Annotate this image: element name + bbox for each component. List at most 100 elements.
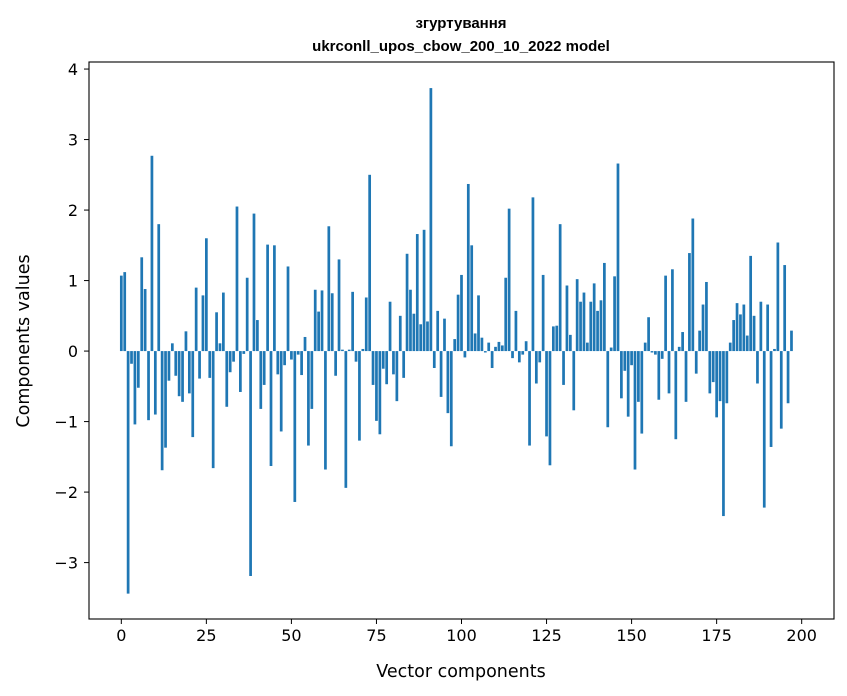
bar <box>623 351 627 371</box>
bar <box>177 351 181 397</box>
bar <box>239 351 242 392</box>
x-tick-label: 175 <box>701 626 732 645</box>
bar <box>756 351 759 384</box>
bar <box>541 274 545 352</box>
bar <box>215 312 218 352</box>
bar <box>290 351 293 360</box>
bar <box>511 351 514 359</box>
bar <box>579 301 582 352</box>
x-tick-label: 125 <box>531 626 562 645</box>
bar <box>371 351 375 385</box>
bar <box>735 303 739 352</box>
bar <box>684 351 688 402</box>
bar <box>463 351 467 358</box>
bar <box>119 275 123 352</box>
bar <box>395 351 399 402</box>
bar <box>569 334 572 352</box>
bar <box>225 351 229 407</box>
bar <box>534 351 538 384</box>
bar <box>739 314 742 352</box>
bar <box>443 318 446 352</box>
bar <box>718 351 722 402</box>
bar <box>650 351 654 353</box>
bar <box>603 262 606 352</box>
bar <box>446 351 450 414</box>
bar <box>572 351 576 411</box>
y-tick-label: 0 <box>68 342 78 361</box>
bar <box>773 348 776 352</box>
bar <box>259 351 263 409</box>
bar <box>334 351 337 376</box>
bar <box>480 337 484 352</box>
bar <box>310 351 314 409</box>
bar <box>273 245 276 352</box>
bar <box>201 295 205 352</box>
bar <box>205 238 208 352</box>
bar <box>136 351 140 388</box>
bar <box>266 244 269 352</box>
bar <box>344 351 348 488</box>
bar <box>711 351 715 383</box>
bar <box>752 315 756 352</box>
bar <box>140 257 144 352</box>
bar <box>160 351 164 471</box>
bar <box>279 351 283 432</box>
bar <box>276 351 280 375</box>
bar <box>439 351 443 397</box>
x-tick-label: 50 <box>281 626 301 645</box>
bar <box>762 351 766 508</box>
bar <box>324 351 327 470</box>
bar <box>688 253 691 352</box>
bar <box>664 275 667 352</box>
bar <box>429 88 433 352</box>
bar <box>300 351 303 376</box>
bar <box>691 218 695 352</box>
bar <box>507 208 511 352</box>
y-tick-label: 2 <box>68 201 78 220</box>
bar <box>432 351 436 368</box>
bar <box>364 297 368 352</box>
bar <box>558 224 562 352</box>
bar <box>133 351 137 425</box>
bar <box>517 351 521 363</box>
bar <box>245 277 249 352</box>
bar <box>524 341 528 352</box>
bar <box>123 272 127 352</box>
bar <box>327 226 331 352</box>
bar <box>419 324 423 352</box>
bar <box>256 320 259 352</box>
bar <box>187 351 191 394</box>
bar <box>575 279 579 352</box>
bar <box>164 351 167 448</box>
bar <box>436 310 440 352</box>
bar <box>249 351 252 576</box>
bar <box>531 197 535 352</box>
bar <box>313 289 317 352</box>
x-tick-label: 100 <box>446 626 477 645</box>
bar <box>708 351 712 394</box>
bars-group <box>119 88 793 594</box>
x-tick-label: 0 <box>116 626 126 645</box>
bar <box>497 341 501 352</box>
bar <box>269 351 273 467</box>
bar <box>405 253 409 352</box>
bar <box>381 351 385 369</box>
bar <box>412 313 416 352</box>
bar <box>494 346 497 352</box>
y-tick-label: −2 <box>54 483 78 502</box>
bar <box>582 292 586 352</box>
bar <box>640 351 644 434</box>
bar <box>181 351 184 402</box>
bar <box>286 266 290 352</box>
bar <box>330 293 334 352</box>
bar <box>592 283 596 352</box>
x-axis-ticks: 0 25 50 75 100 125 150 175 200 <box>116 619 817 645</box>
y-axis-ticks: −3 −2 −1 0 1 2 3 4 <box>54 60 89 573</box>
bar <box>449 351 453 447</box>
bar <box>694 351 698 374</box>
bar <box>657 351 661 400</box>
bar <box>667 351 671 394</box>
bar <box>392 351 395 375</box>
x-tick-label: 200 <box>786 626 817 645</box>
bar <box>303 336 307 352</box>
